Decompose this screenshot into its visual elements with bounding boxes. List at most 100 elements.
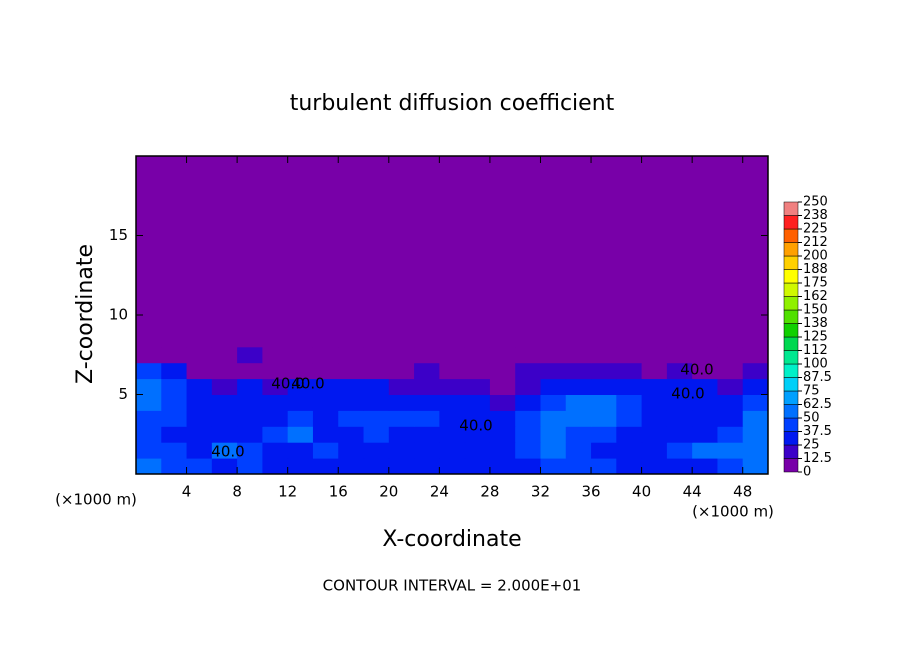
heat-cell [414, 458, 440, 475]
y-axis-label: Z-coordinate [73, 244, 98, 384]
heat-cell [338, 346, 365, 364]
heat-cell [211, 378, 238, 395]
heat-cell [287, 156, 314, 348]
heat-cell [287, 362, 314, 380]
x-tick-label: 20 [379, 483, 398, 501]
x-tick-label: 4 [182, 483, 192, 501]
heat-cell [439, 156, 466, 348]
heat-cell [312, 410, 339, 427]
heat-cell [161, 156, 188, 348]
y-tick-label: 5 [118, 385, 128, 403]
heat-cell [641, 362, 668, 380]
heat-cell [211, 362, 238, 380]
heat-cell [338, 426, 365, 443]
contour-label: 40.0 [211, 443, 244, 461]
heat-cell [692, 346, 718, 364]
heat-cell [211, 442, 238, 459]
heat-cell [262, 410, 289, 427]
heat-cell [388, 410, 415, 427]
colorbar-label: 75 [803, 384, 820, 399]
heat-cell [312, 442, 339, 459]
heat-cell [616, 458, 643, 475]
heat-cell [591, 362, 617, 380]
heat-cell [666, 362, 693, 380]
heat-cell [262, 442, 289, 459]
heat-cell [439, 378, 466, 395]
heat-cell [363, 442, 390, 459]
heat-cell [186, 378, 213, 395]
heat-cell [464, 378, 491, 395]
heat-cell [641, 394, 668, 411]
footer: CONTOUR INTERVAL = 2.000E+01 [323, 577, 582, 595]
heat-cell [388, 378, 415, 395]
heat-cell [338, 378, 365, 395]
heat-cell [363, 410, 390, 427]
heat-cell [363, 346, 390, 364]
heat-cell [186, 156, 213, 348]
heat-cell [540, 346, 567, 364]
colorbar-segment [783, 309, 799, 324]
heat-cell [666, 156, 693, 348]
heat-cell [186, 362, 213, 380]
heat-cell [237, 410, 263, 427]
heat-cell [692, 426, 718, 443]
heat-cell [666, 346, 693, 364]
y-tick-label: 15 [109, 226, 128, 244]
heat-cell [161, 378, 188, 395]
heat-cell [464, 410, 491, 427]
heat-cell [136, 394, 162, 411]
heat-cell [211, 426, 238, 443]
heat-cell [439, 426, 466, 443]
heat-cell [237, 442, 263, 459]
colorbar-label: 250 [803, 195, 828, 210]
heat-cell [186, 458, 213, 475]
heat-cell [312, 362, 339, 380]
heat-cell [692, 362, 718, 380]
colorbar-label: 138 [803, 316, 828, 331]
colorbar-segment [783, 228, 799, 243]
heat-cell [287, 346, 314, 364]
heat-cell [262, 362, 289, 380]
heat-cell [414, 410, 440, 427]
heat-cell [641, 458, 668, 475]
x-axis-label: X-coordinate [382, 527, 521, 552]
heat-cell [312, 458, 339, 475]
heat-cell [262, 156, 289, 348]
heat-cell [136, 362, 162, 380]
heat-cell [414, 362, 440, 380]
heat-cell [186, 394, 213, 411]
colorbar-label: 87.5 [803, 370, 832, 385]
heat-cell [692, 442, 718, 459]
heat-cell [742, 378, 769, 395]
colorbar-label: 200 [803, 249, 828, 264]
colorbar-label: 212 [803, 235, 828, 250]
x-tick-label: 8 [232, 483, 242, 501]
y-tick-label: 10 [109, 306, 128, 324]
heat-cell [540, 156, 567, 348]
heat-cell [262, 346, 289, 364]
heat-cell [262, 426, 289, 443]
colorbar-segment [783, 242, 799, 257]
contour-label: 40.0 [671, 385, 704, 403]
heat-cell [414, 442, 440, 459]
heat-cell [591, 426, 617, 443]
heat-cell [136, 442, 162, 459]
colorbar-label: 188 [803, 262, 828, 277]
heat-cell [489, 346, 516, 364]
heat-cell [591, 346, 617, 364]
heat-cell [186, 410, 213, 427]
heat-cell [717, 394, 744, 411]
heat-cell [489, 156, 516, 348]
heat-cell [641, 410, 668, 427]
x-tick-label: 48 [733, 483, 752, 501]
heat-cell [161, 442, 188, 459]
heat-cell [338, 156, 365, 348]
heat-cell [515, 442, 541, 459]
heat-cell [186, 346, 213, 364]
heat-cell [388, 458, 415, 475]
contour-label: 40.0 [291, 375, 324, 393]
heat-cell [211, 394, 238, 411]
heat-cell [666, 410, 693, 427]
heat-cell [540, 426, 567, 443]
colorbar-segment [783, 363, 799, 378]
